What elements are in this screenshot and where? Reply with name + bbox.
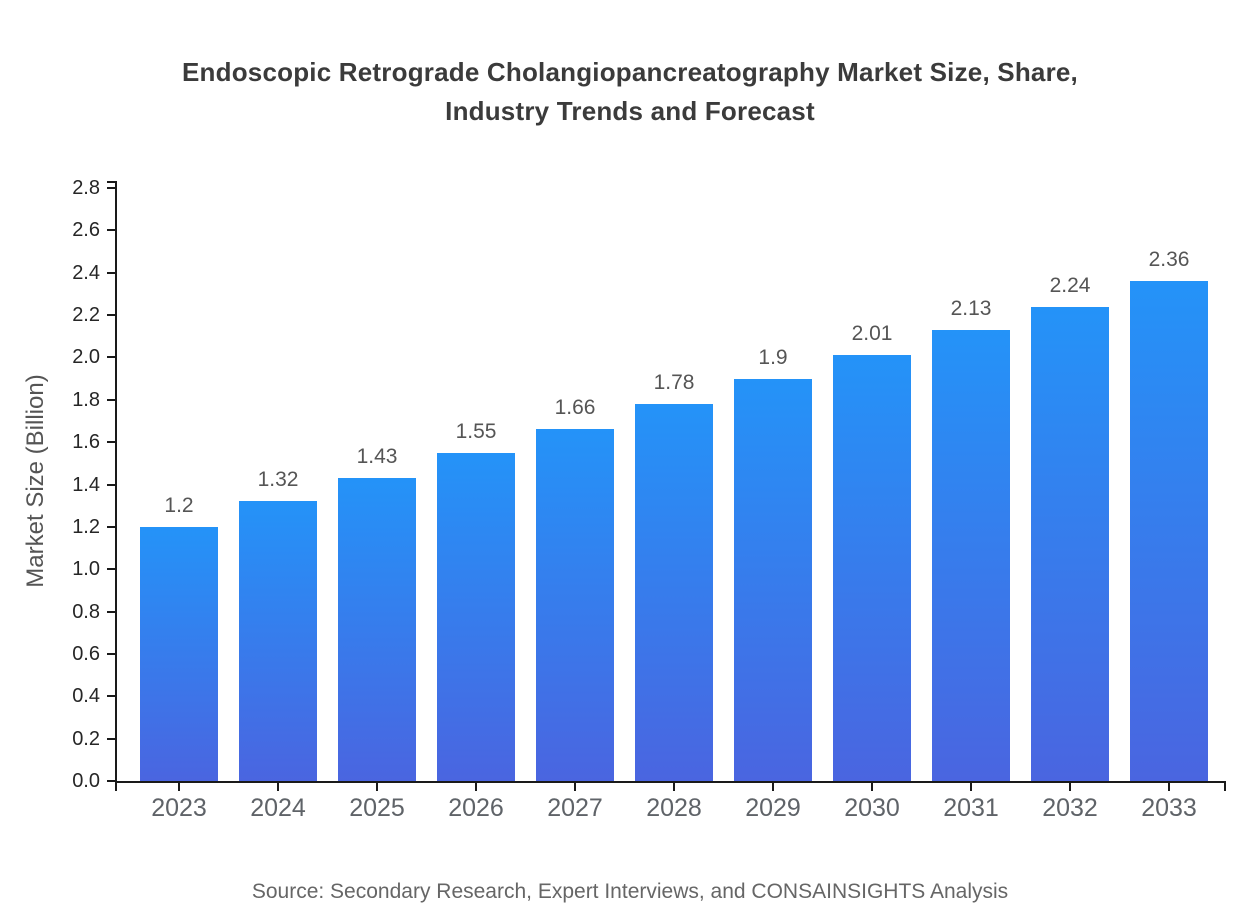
bar: [1031, 306, 1109, 781]
x-tick-label: 2030: [844, 794, 900, 822]
y-tick: [107, 737, 115, 740]
x-tick-label: 2029: [745, 794, 801, 822]
y-tick: [107, 441, 115, 444]
y-tick-label: 1.8: [72, 388, 100, 411]
bar-value-label: 2.13: [950, 296, 992, 320]
bar-value-label: 1.78: [653, 371, 695, 395]
x-axis-edge-tick: [115, 783, 117, 791]
bar: [239, 501, 317, 781]
x-tick: [1069, 783, 1071, 791]
y-tick-label: 2.2: [72, 304, 100, 327]
y-tick: [107, 695, 115, 698]
x-tick: [871, 783, 873, 791]
chart-title-line1: Endoscopic Retrograde Cholangiopancreato…: [182, 57, 1078, 87]
bar-value-label: 1.2: [164, 493, 194, 517]
x-tick: [772, 783, 774, 791]
bar-value-label: 2.36: [1148, 248, 1190, 272]
y-tick-label: 0.8: [72, 600, 100, 623]
y-tick-label: 2.4: [72, 261, 100, 284]
y-tick: [107, 271, 115, 274]
y-tick-label: 1.0: [72, 558, 100, 581]
y-tick: [107, 610, 115, 613]
x-tick-label: 2033: [1141, 794, 1197, 822]
y-tick: [107, 525, 115, 528]
bar-value-label: 2.24: [1049, 273, 1091, 297]
y-tick-label: 2.6: [72, 219, 100, 242]
y-tick-label: 2.8: [72, 177, 100, 199]
bar: [1130, 281, 1208, 781]
x-tick-label: 2026: [448, 794, 504, 822]
chart-title-line2: Industry Trends and Forecast: [445, 96, 815, 126]
bar: [140, 526, 218, 781]
y-tick: [107, 568, 115, 571]
x-tick-label: 2031: [943, 794, 999, 822]
x-tick-label: 2024: [250, 794, 306, 822]
bar-value-label: 1.55: [455, 419, 497, 443]
x-tick: [277, 783, 279, 791]
x-tick-label: 2025: [349, 794, 405, 822]
y-tick-label: 0.2: [72, 727, 100, 750]
bar: [338, 478, 416, 781]
y-tick-label: 1.4: [72, 473, 100, 496]
y-tick: [107, 187, 115, 189]
bar-value-label: 1.32: [257, 468, 299, 492]
y-axis-spine: [115, 181, 117, 783]
x-tick-label: 2032: [1042, 794, 1098, 822]
x-axis-spine: [115, 781, 1226, 783]
bar: [833, 355, 911, 781]
x-tick-label: 2028: [646, 794, 702, 822]
x-tick: [178, 783, 180, 791]
bar: [734, 378, 812, 781]
y-tick: [107, 398, 115, 401]
chart-title: Endoscopic Retrograde Cholangiopancreato…: [0, 53, 1260, 131]
x-tick-label: 2027: [547, 794, 603, 822]
y-tick-label: 2.0: [72, 346, 100, 369]
x-tick: [673, 783, 675, 791]
y-tick: [107, 314, 115, 317]
x-tick: [1168, 783, 1170, 791]
y-axis-edge-tick: [107, 181, 115, 183]
x-tick: [475, 783, 477, 791]
x-tick: [970, 783, 972, 791]
x-tick: [376, 783, 378, 791]
y-tick-label: 1.6: [72, 431, 100, 454]
y-tick: [107, 356, 115, 359]
bar-value-label: 1.43: [356, 445, 398, 469]
x-axis-edge-tick: [1224, 783, 1226, 791]
y-tick-label: 1.2: [72, 515, 100, 538]
source-note: Source: Secondary Research, Expert Inter…: [251, 880, 1009, 903]
y-tick: [107, 780, 115, 782]
x-tick: [574, 783, 576, 791]
bar: [536, 429, 614, 781]
x-tick-label: 2023: [151, 794, 207, 822]
bar-value-label: 1.9: [758, 345, 788, 369]
bar: [932, 329, 1010, 781]
bar-value-label: 1.66: [554, 396, 596, 420]
bar: [437, 452, 515, 781]
y-tick-label: 0.0: [72, 770, 100, 792]
y-tick: [107, 652, 115, 655]
y-tick: [107, 229, 115, 232]
bar: [635, 404, 713, 781]
bar-value-label: 2.01: [851, 322, 893, 346]
y-tick-label: 0.6: [72, 642, 100, 665]
y-tick: [107, 483, 115, 486]
y-tick-label: 0.4: [72, 685, 100, 708]
